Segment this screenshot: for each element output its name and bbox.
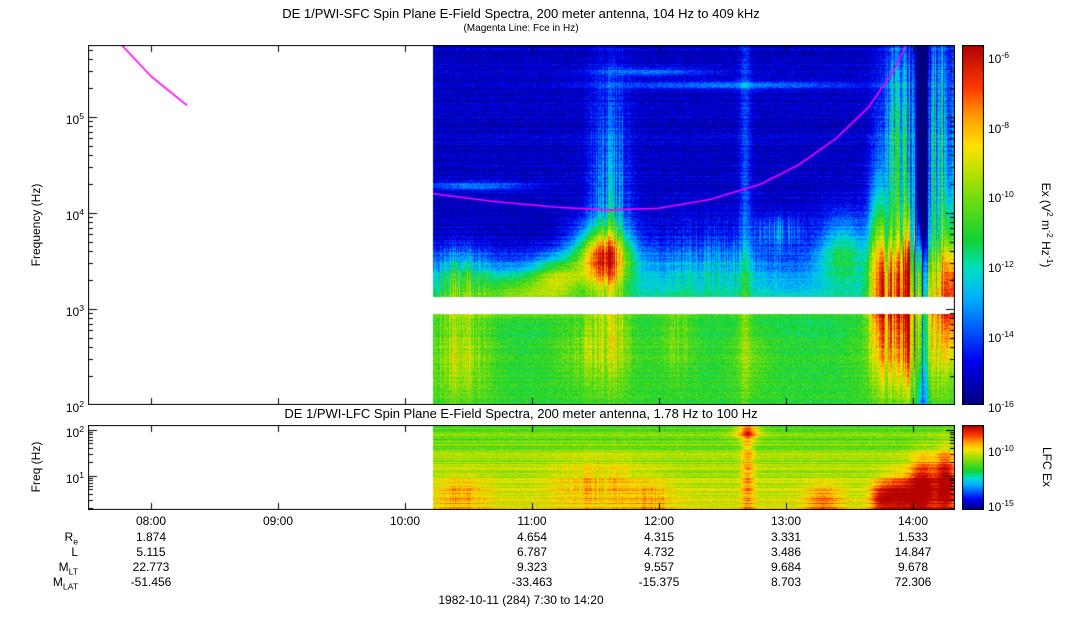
eph-value: 1.874 [135,530,167,544]
y-tick-label: 105 [65,111,84,127]
lfc-colorbar-label: LFC Ex [1040,446,1054,488]
eph-row-label-l: L [71,545,78,559]
lfc-title: DE 1/PWI-LFC Spin Plane E-Field Spectra,… [284,406,758,421]
y-tick-label: 104 [65,207,84,223]
colorbar-tick-label: 10-6 [988,50,1010,66]
eph-value: 8.703 [770,575,802,589]
eph-value: 9.684 [770,560,802,574]
x-tick-label: 13:00 [770,514,802,528]
label-part: -2 [1045,230,1055,238]
y-tick-label: 102 [65,399,84,415]
y-tick-label: 103 [65,303,84,319]
y-tick-label: 102 [65,424,84,440]
sfc-spectrogram [88,45,955,405]
eph-value: -33.463 [511,575,553,589]
x-tick-label: 08:00 [135,514,167,528]
colorbar-tick-label: 10-8 [988,120,1010,136]
eph-value: 9.323 [516,560,548,574]
eph-value: 22.773 [132,560,170,574]
eph-value: 1.533 [897,530,929,544]
colorbar-tick-label: 10-15 [988,498,1014,514]
colorbar-tick-label: 10-10 [988,189,1014,205]
eph-value: 6.787 [516,545,548,559]
eph-value: 9.678 [897,560,929,574]
x-tick-label: 14:00 [897,514,929,528]
colorbar-tick-label: 10-12 [988,259,1014,275]
eph-row-label-re: Re [64,530,78,547]
sfc-subtitle: (Magenta Line: Fce in Hz) [463,23,579,34]
sfc-y-axis-label: Frequency (Hz) [29,183,43,267]
eph-value: 9.557 [643,560,675,574]
lfc-y-axis-label: Freq (Hz) [29,441,43,493]
label-part: ) [1039,263,1053,268]
eph-row-label-mlt: MLT [58,560,78,577]
y-tick-label: 101 [65,470,84,486]
sfc-colorbar [962,45,984,405]
eph-value: 14.847 [894,545,932,559]
x-tick-label: 10:00 [389,514,421,528]
eph-value: 5.115 [136,545,166,559]
eph-value: 4.654 [516,530,548,544]
label-part: Ex (V [1039,182,1053,212]
eph-row-label-mlat: MLAT [52,575,78,592]
eph-value: 4.315 [643,530,675,544]
eph-value: 3.486 [770,545,802,559]
x-tick-label: 11:00 [517,514,547,528]
eph-value: -51.456 [130,575,172,589]
sfc-colorbar-label: Ex (V2 m-2 Hz-1) [1039,183,1055,268]
eph-value: 72.306 [894,575,932,589]
label-part: m [1039,216,1053,231]
colorbar-tick-label: 10-14 [988,329,1014,345]
eph-value: -15.375 [638,575,680,589]
colorbar-tick-label: 10-16 [988,399,1014,415]
eph-value: 3.331 [770,530,802,544]
lfc-spectrogram [88,425,955,510]
eph-value: 4.732 [643,545,675,559]
label-part: Hz [1039,237,1053,256]
colorbar-tick-label: 10-10 [988,443,1014,459]
sfc-title: DE 1/PWI-SFC Spin Plane E-Field Spectra,… [282,6,760,21]
footer-date-range: 1982-10-11 (284) 7:30 to 14:20 [438,593,604,607]
x-tick-label: 12:00 [643,514,675,528]
x-tick-label: 09:00 [262,514,294,528]
lfc-colorbar [962,425,984,510]
label-part: -1 [1045,255,1055,264]
